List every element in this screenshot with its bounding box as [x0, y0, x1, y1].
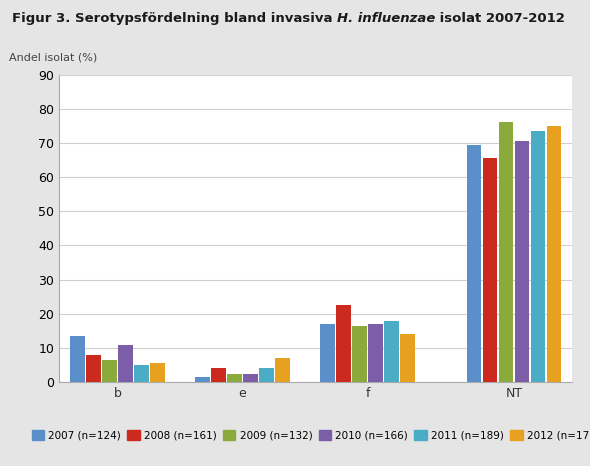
Text: Andel isolat (%): Andel isolat (%) — [9, 53, 97, 63]
Bar — [118, 344, 133, 382]
Bar — [483, 158, 497, 382]
Text: H. influenzae: H. influenzae — [337, 12, 435, 25]
Bar — [514, 141, 529, 382]
Bar — [401, 334, 415, 382]
Bar — [336, 305, 351, 382]
Bar — [530, 131, 545, 382]
Bar — [385, 321, 399, 382]
Bar — [546, 126, 561, 382]
Text: Figur 3. Serotypsfördelning bland invasiva: Figur 3. Serotypsfördelning bland invasi… — [12, 12, 337, 25]
Bar — [320, 324, 335, 382]
Bar — [102, 360, 117, 382]
Bar — [195, 377, 210, 382]
Bar — [86, 355, 101, 382]
Bar — [467, 144, 481, 382]
Bar — [259, 369, 274, 382]
Bar — [243, 374, 258, 382]
Legend: 2007 (n=124), 2008 (n=161), 2009 (n=132), 2010 (n=166), 2011 (n=189), 2012 (n=17: 2007 (n=124), 2008 (n=161), 2009 (n=132)… — [28, 426, 590, 445]
Bar — [276, 358, 290, 382]
Bar — [150, 363, 165, 382]
Text: isolat 2007-2012: isolat 2007-2012 — [435, 12, 565, 25]
Bar — [499, 123, 513, 382]
Bar — [134, 365, 149, 382]
Bar — [70, 336, 85, 382]
Bar — [352, 326, 367, 382]
Bar — [227, 374, 242, 382]
Bar — [211, 369, 226, 382]
Bar — [368, 324, 383, 382]
